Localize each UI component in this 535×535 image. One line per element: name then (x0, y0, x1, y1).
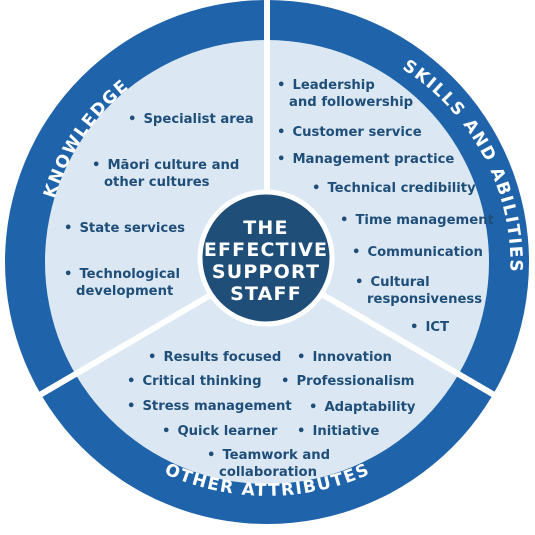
list-item: • Technological development (64, 267, 180, 299)
list-item: • Time management (340, 213, 494, 228)
list-item: • Quick learner (162, 424, 278, 439)
bullet-icon: • (352, 245, 360, 260)
center-title-line: THE (243, 217, 288, 239)
bullet-icon: • (128, 112, 136, 127)
list-item-label: Professionalism (296, 374, 414, 389)
list-item: • Management practice (277, 152, 454, 167)
list-item: • Leadership and followership (277, 78, 413, 110)
list-item: • State services (64, 221, 185, 236)
center-title-line: SUPPORT (212, 261, 320, 283)
list-item-label: Cultural (370, 275, 429, 290)
bullet-icon: • (410, 320, 418, 335)
bullet-icon: • (277, 125, 285, 140)
bullet-icon: • (277, 78, 285, 93)
list-item: • Stress management (127, 399, 292, 414)
bullet-icon: • (281, 374, 289, 389)
bullet-icon: • (340, 213, 348, 228)
bullet-icon: • (64, 267, 72, 282)
list-item-label: Specialist area (143, 112, 253, 127)
list-item: • ICT (410, 320, 449, 335)
bullet-icon: • (297, 424, 305, 439)
list-item-label: Teamwork and (222, 448, 330, 463)
list-item-label: responsiveness (367, 292, 482, 307)
list-item-label: Quick learner (177, 424, 277, 439)
bullet-icon: • (127, 374, 135, 389)
bullet-icon: • (64, 221, 72, 236)
list-item: • Communication (352, 245, 483, 260)
bullet-icon: • (162, 424, 170, 439)
list-item-label: Communication (367, 245, 483, 260)
list-item: • Cultural responsiveness (355, 275, 482, 307)
bullet-icon: • (312, 181, 320, 196)
bullet-icon: • (207, 448, 215, 463)
list-item: • Māori culture and other cultures (92, 158, 239, 190)
bullet-icon: • (277, 152, 285, 167)
list-item: • Adaptability (309, 400, 416, 415)
list-item-label: Māori culture and (107, 158, 239, 173)
list-item-label: Leadership (292, 78, 374, 93)
list-item-label: other cultures (104, 175, 210, 190)
list-item: • Results focused (148, 350, 281, 365)
list-item-label: ICT (425, 320, 449, 335)
other-attributes-items: • Results focused • Innovation• Critical thi… (127, 350, 416, 480)
list-item-label: Results focused (163, 350, 281, 365)
center-title-line: EFFECTIVE (204, 239, 328, 261)
list-item-label: Time management (355, 213, 493, 228)
center-circle (197, 189, 335, 327)
list-item-label: Technological (79, 267, 180, 282)
list-item: • Specialist area (128, 112, 254, 127)
list-item-label: Initiative (312, 424, 379, 439)
list-item-label: collaboration (219, 465, 317, 480)
list-item-label: Management practice (292, 152, 454, 167)
list-item: • Professionalism (281, 374, 415, 389)
list-item: • Teamwork and collaboration (207, 448, 330, 480)
bullet-icon: • (92, 158, 100, 173)
center-title-line: STAFF (230, 283, 302, 305)
skills-items: • Leadership and followership • Customer ser… (277, 78, 494, 335)
bullet-icon: • (309, 400, 317, 415)
list-item: • Customer service (277, 125, 422, 140)
bullet-icon: • (148, 350, 156, 365)
list-item: • Innovation (297, 350, 392, 365)
bullet-icon: • (297, 350, 305, 365)
list-item-label: Stress management (142, 399, 291, 414)
list-item-label: Adaptability (324, 400, 415, 415)
list-item: • Technical credibility (312, 181, 476, 196)
bullet-icon: • (127, 399, 135, 414)
list-item: • Initiative (297, 424, 379, 439)
list-item: • Critical thinking (127, 374, 262, 389)
list-item-label: Critical thinking (142, 374, 261, 389)
list-item-label: State services (79, 221, 185, 236)
list-item-label: Technical credibility (327, 181, 476, 196)
knowledge-items: • Specialist area • Māori culture and other … (64, 112, 254, 299)
bullet-icon: • (355, 275, 363, 290)
list-item-label: Innovation (312, 350, 392, 365)
list-item-label: Customer service (292, 125, 421, 140)
list-item-label: and followership (289, 95, 413, 110)
list-item-label: development (76, 284, 173, 299)
